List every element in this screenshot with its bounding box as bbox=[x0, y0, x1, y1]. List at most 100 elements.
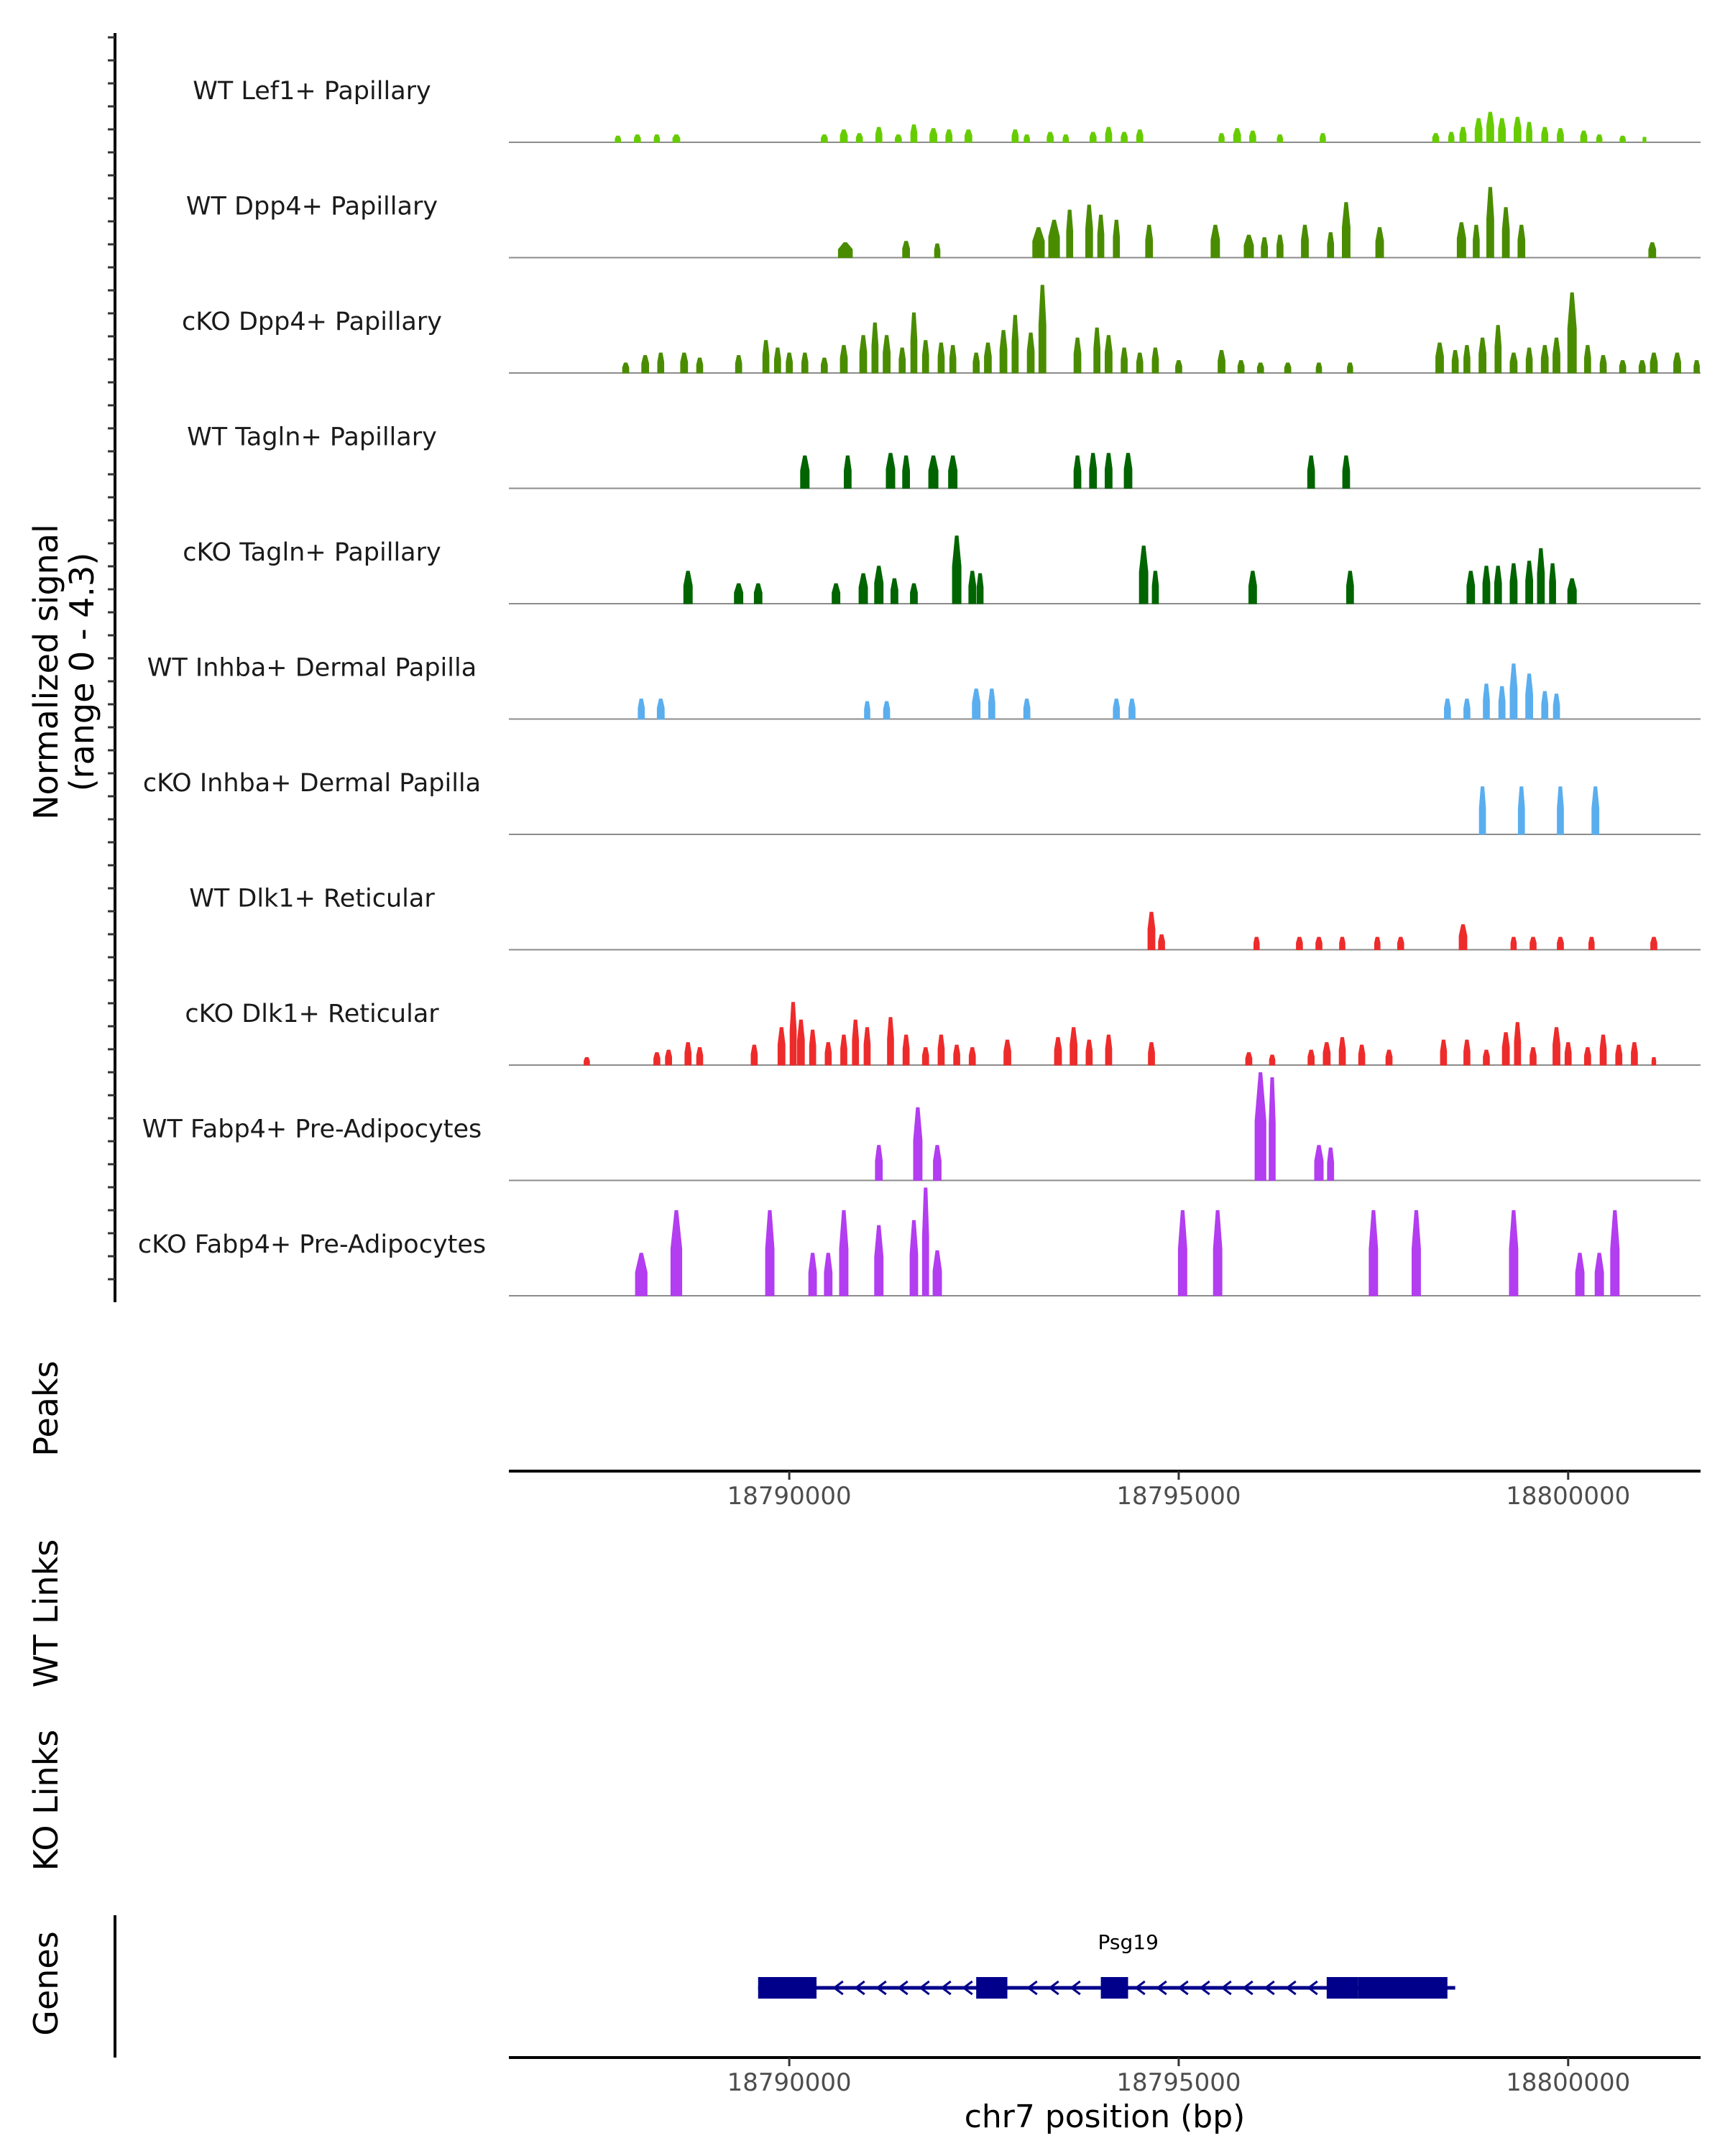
track-6-signal-16 bbox=[1541, 691, 1549, 719]
track-9-signal-37 bbox=[1501, 1032, 1510, 1066]
track-2-signal-10 bbox=[1145, 224, 1154, 258]
track-9-signal-30 bbox=[1322, 1042, 1331, 1066]
track-9-signal-12 bbox=[840, 1034, 847, 1066]
track-1-signal-26 bbox=[1320, 133, 1326, 143]
peaks-panel-title: Peaks bbox=[27, 1360, 65, 1456]
track-9-signal-32 bbox=[1358, 1044, 1366, 1066]
track-6-signal-15 bbox=[1525, 673, 1533, 719]
strand-chevron-18 bbox=[1285, 1980, 1297, 1996]
track-9-signal-31 bbox=[1338, 1037, 1346, 1066]
track-2-signal-11 bbox=[1210, 224, 1220, 258]
track-6-signal-7 bbox=[1023, 699, 1031, 719]
track-2-signal-13 bbox=[1261, 237, 1268, 258]
track-3-signal-36 bbox=[1256, 362, 1264, 374]
track-3-signal-18 bbox=[921, 340, 929, 374]
track-8: WT Dlk1+ Reticular bbox=[189, 885, 1701, 951]
track-9-signal-15 bbox=[887, 1017, 894, 1066]
genes-panel-title: Genes bbox=[27, 1931, 65, 2035]
track-9-signal-39 bbox=[1530, 1047, 1537, 1066]
track-3-signal-48 bbox=[1552, 337, 1560, 374]
track-9-signal-9 bbox=[797, 1019, 805, 1066]
track-1-signal-21 bbox=[1136, 129, 1144, 143]
track-6-signal-9 bbox=[1128, 699, 1136, 719]
track-6-signal-4 bbox=[883, 701, 891, 719]
track-10-signal-7 bbox=[1327, 1147, 1335, 1181]
strand-chevron-7 bbox=[962, 1980, 973, 1996]
track-11-signal-13 bbox=[1368, 1210, 1379, 1296]
strand-chevron-8 bbox=[1026, 1980, 1038, 1996]
track-9-signal-38 bbox=[1514, 1022, 1522, 1066]
track-6-signal-8 bbox=[1113, 699, 1121, 719]
track-10-signal-1 bbox=[875, 1145, 883, 1181]
track-9-signal-1 bbox=[584, 1057, 590, 1066]
strand-chevron-19 bbox=[1307, 1980, 1318, 1996]
track-3-signal-14 bbox=[871, 322, 879, 374]
track-label-8: WT Dlk1+ Reticular bbox=[189, 885, 435, 913]
track-11-signal-5 bbox=[824, 1253, 833, 1296]
track-8-signal-1 bbox=[1147, 911, 1156, 950]
track-3-signal-13 bbox=[859, 335, 868, 374]
track-5-signal-1 bbox=[683, 571, 693, 604]
track-1-signal-23 bbox=[1233, 128, 1241, 143]
track-3-signal-9 bbox=[786, 352, 793, 374]
track-7-signal-1 bbox=[1478, 786, 1486, 835]
track-10-signal-2 bbox=[913, 1107, 923, 1181]
track-5-signal-9 bbox=[952, 535, 962, 604]
track-3-signal-40 bbox=[1435, 342, 1444, 374]
track-3-signal-39 bbox=[1347, 362, 1353, 374]
track-9-signal-26 bbox=[1148, 1042, 1155, 1066]
track-2-signal-24 bbox=[1648, 242, 1657, 258]
track-3: cKO Dpp4+ Papillary bbox=[182, 285, 1701, 374]
track-3-signal-19 bbox=[937, 342, 945, 374]
track-8-signal-5 bbox=[1315, 936, 1322, 950]
track-4-signal-8 bbox=[1089, 453, 1098, 489]
track-6-signal-2 bbox=[656, 699, 665, 719]
track-11-signal-8 bbox=[909, 1220, 919, 1296]
track-8-signal-9 bbox=[1458, 924, 1468, 950]
track-6-signal-11 bbox=[1463, 699, 1471, 719]
track-label-1: WT Lef1+ Papillary bbox=[193, 77, 431, 106]
gene-exon-4 bbox=[1326, 1977, 1358, 1999]
track-3-signal-27 bbox=[1073, 337, 1082, 374]
track-9: cKO Dlk1+ Reticular bbox=[185, 1000, 1701, 1066]
track-1-signal-12 bbox=[945, 129, 953, 143]
coverage-tracks: WT Lef1+ Papillary WT Dpp4+ Papillary cKO … bbox=[138, 77, 1701, 1296]
strand-chevron-2 bbox=[854, 1980, 865, 1996]
track-1-signal-5 bbox=[821, 134, 828, 143]
track-2-signal-5 bbox=[1048, 219, 1060, 258]
track-2-signal-19 bbox=[1456, 222, 1466, 258]
track-2-signal-20 bbox=[1473, 224, 1480, 258]
track-9-signal-14 bbox=[863, 1027, 871, 1066]
track-2-signal-21 bbox=[1486, 187, 1494, 258]
track-1-signal-33 bbox=[1514, 116, 1522, 143]
track-9-signal-19 bbox=[953, 1044, 960, 1066]
track-8-signal-8 bbox=[1397, 936, 1404, 950]
track-3-signal-44 bbox=[1494, 325, 1502, 374]
track-10-signal-4 bbox=[1254, 1072, 1266, 1181]
track-3-signal-29 bbox=[1105, 335, 1113, 374]
track-9-signal-35 bbox=[1463, 1039, 1471, 1066]
track-3-signal-16 bbox=[898, 347, 906, 374]
track-1-signal-20 bbox=[1121, 132, 1128, 143]
track-11-signal-7 bbox=[874, 1225, 884, 1296]
track-10-signal-3 bbox=[933, 1145, 942, 1181]
track-6-signal-13 bbox=[1498, 686, 1506, 719]
track-2: WT Dpp4+ Papillary bbox=[186, 187, 1701, 259]
track-11-signal-9 bbox=[921, 1187, 929, 1296]
track-1-signal-30 bbox=[1474, 118, 1483, 143]
track-9-signal-13 bbox=[852, 1019, 860, 1066]
track-9-signal-18 bbox=[937, 1034, 945, 1066]
track-3-signal-55 bbox=[1673, 352, 1681, 374]
track-9-signal-46 bbox=[1651, 1057, 1657, 1066]
track-9-signal-2 bbox=[653, 1052, 661, 1066]
track-6: WT Inhba+ Dermal Papilla bbox=[147, 654, 1701, 720]
strand-chevron-14 bbox=[1199, 1980, 1210, 1996]
track-1-signal-28 bbox=[1448, 132, 1455, 143]
track-2-signal-9 bbox=[1113, 219, 1121, 258]
track-9-signal-17 bbox=[921, 1047, 929, 1066]
track-11-signal-3 bbox=[765, 1210, 775, 1296]
track-2-signal-4 bbox=[1032, 227, 1045, 258]
track-4: WT Tagln+ Papillary bbox=[187, 423, 1701, 489]
track-10-signal-5 bbox=[1269, 1077, 1276, 1181]
track-3-signal-15 bbox=[883, 335, 891, 374]
